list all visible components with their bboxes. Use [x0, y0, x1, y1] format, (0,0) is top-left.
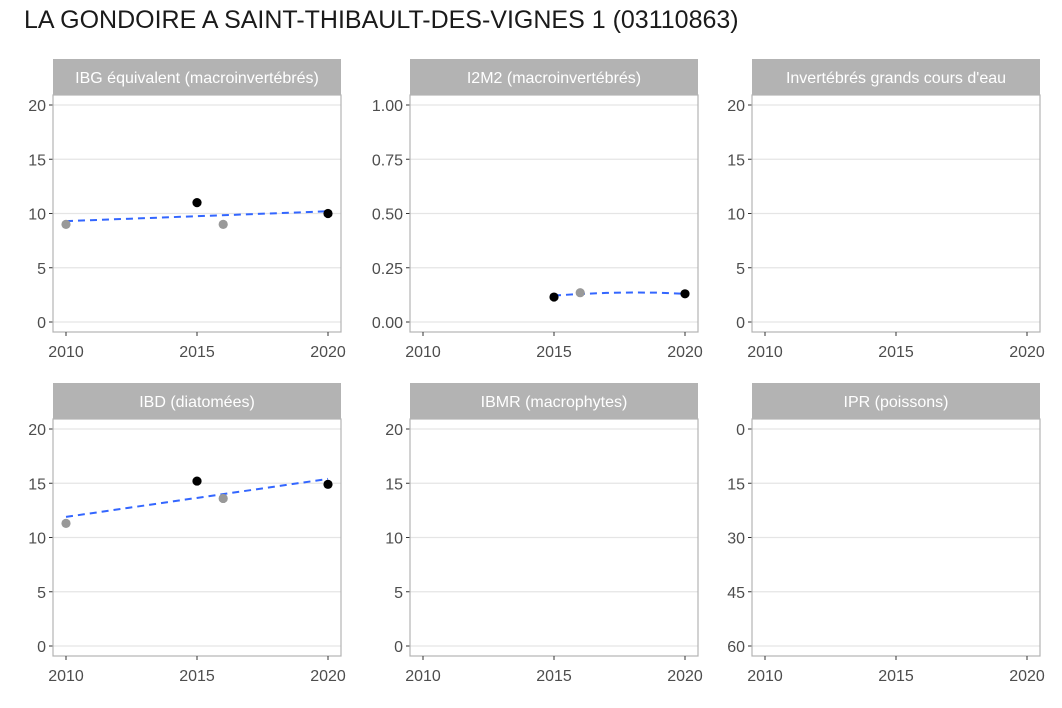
facet-panel: IBMR (macrophytes) 0 5 10 15 20 2010 2015 2020 [385, 383, 703, 685]
page-title: LA GONDOIRE A SAINT-THIBAULT-DES-VIGNES … [24, 6, 739, 34]
y-tick-label: 45 [727, 585, 745, 602]
data-point [323, 479, 333, 489]
x-tick-label: 2020 [667, 344, 703, 361]
data-point [549, 292, 559, 302]
facet-panel: I2M2 (macroinvertébrés) 0.00 0.25 0.50 0.75 1… [372, 59, 703, 361]
y-tick-label: 10 [28, 531, 46, 548]
x-tick-label: 2010 [405, 344, 441, 361]
facet-strip-title: IBD (diatomées) [139, 394, 255, 411]
y-tick-label: 5 [394, 585, 403, 602]
x-tick-label: 2015 [536, 668, 572, 685]
x-tick-label: 2020 [667, 668, 703, 685]
facet-strip [752, 59, 1040, 95]
facet-panel: IBD (diatomées) 0 5 10 15 20 2010 2015 2020 [28, 383, 346, 685]
y-tick-label: 5 [736, 261, 745, 278]
facet-panel: IBG équivalent (macroinvertébrés) 0 5 10 15 2… [28, 59, 346, 361]
facet-strip-title: I2M2 (macroinvertébrés) [467, 70, 641, 87]
y-tick-label: 20 [28, 422, 46, 439]
data-point [61, 518, 71, 528]
y-tick-label: 20 [385, 422, 403, 439]
x-tick-label: 2010 [405, 668, 441, 685]
facet-strip-title: IBG équivalent (macroinvertébrés) [75, 70, 319, 87]
y-tick-label: 15 [385, 476, 403, 493]
facet-strip [752, 383, 1040, 419]
y-tick-label: 0 [736, 422, 745, 439]
x-tick-label: 2010 [747, 344, 783, 361]
x-tick-label: 2015 [878, 344, 914, 361]
data-point [218, 219, 228, 229]
y-tick-label: 5 [37, 585, 46, 602]
facet-strip-title: Invertébrés grands cours d'eau [786, 70, 1006, 87]
data-point [575, 288, 585, 298]
y-tick-label: 0 [37, 639, 46, 656]
y-tick-label: 0.50 [372, 207, 403, 224]
y-tick-label: 10 [727, 207, 745, 224]
x-tick-label: 2010 [48, 668, 84, 685]
x-tick-label: 2020 [310, 344, 346, 361]
data-point [323, 208, 333, 219]
y-tick-label: 0.00 [372, 315, 403, 332]
y-tick-label: 5 [37, 261, 46, 278]
data-point [61, 219, 71, 229]
y-tick-label: 20 [727, 98, 745, 115]
y-tick-label: 1.00 [372, 98, 403, 115]
facet-strip-title: IBMR (macrophytes) [481, 394, 628, 411]
facet-strip [53, 383, 341, 419]
trend-line [553, 291, 686, 297]
y-tick-label: 20 [28, 98, 46, 115]
facet-strip [53, 59, 341, 95]
x-tick-label: 2010 [48, 344, 84, 361]
y-tick-label: 15 [727, 476, 745, 493]
y-tick-label: 10 [385, 531, 403, 548]
facet-strip-title: IPR (poissons) [844, 394, 949, 411]
facet-strip [410, 59, 698, 95]
y-tick-label: 15 [727, 152, 745, 169]
y-tick-label: 0.75 [372, 152, 403, 169]
x-tick-label: 2015 [878, 668, 914, 685]
x-tick-label: 2020 [1009, 668, 1045, 685]
trend-line [65, 477, 329, 518]
y-tick-label: 0 [736, 315, 745, 332]
y-tick-label: 15 [28, 476, 46, 493]
facet-strip [410, 383, 698, 419]
y-tick-label: 10 [28, 207, 46, 224]
trend-line [65, 210, 329, 223]
y-tick-label: 60 [727, 639, 745, 656]
x-tick-label: 2010 [747, 668, 783, 685]
y-tick-label: 0.25 [372, 261, 403, 278]
facet-panel: Invertébrés grands cours d'eau0510152020… [727, 59, 1045, 361]
data-point [192, 476, 202, 486]
data-point [218, 493, 228, 504]
x-tick-label: 2015 [536, 344, 572, 361]
x-tick-label: 2015 [179, 344, 215, 361]
y-tick-label: 15 [28, 152, 46, 169]
x-tick-label: 2020 [1009, 344, 1045, 361]
x-tick-label: 2015 [179, 668, 215, 685]
data-point [192, 198, 202, 208]
x-tick-label: 2020 [310, 668, 346, 685]
data-point [680, 289, 690, 299]
y-tick-label: 0 [394, 639, 403, 656]
y-tick-label: 0 [37, 315, 46, 332]
y-tick-label: 30 [727, 531, 745, 548]
